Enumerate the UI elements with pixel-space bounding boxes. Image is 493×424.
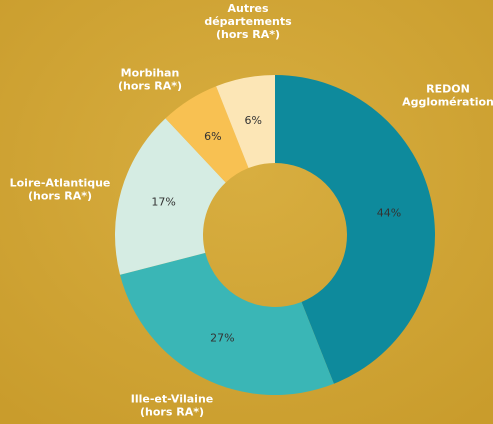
value-label: 6% — [204, 130, 221, 143]
category-line: (hors RA*) — [118, 80, 182, 93]
category-line: départements — [204, 15, 292, 28]
category-line: (hors RA*) — [28, 190, 92, 203]
value-label: 27% — [210, 331, 234, 344]
value-label: 6% — [245, 114, 262, 127]
category-line: Autres — [227, 2, 268, 15]
category-line: Morbihan — [121, 67, 180, 80]
category-line: (hors RA*) — [140, 406, 204, 419]
category-line: Ille-et-Vilaine — [131, 393, 214, 406]
category-line: Loire-Atlantique — [10, 177, 111, 190]
slice — [165, 86, 249, 183]
value-label: 44% — [377, 206, 401, 219]
category-label: Autres départements (hors RA*) — [204, 2, 292, 41]
slice — [275, 75, 436, 384]
category-label: Loire-Atlantique (hors RA*) — [10, 177, 111, 203]
category-label: Ille-et-Vilaine (hors RA*) — [131, 393, 214, 419]
category-label: Morbihan (hors RA*) — [118, 67, 182, 93]
slice — [216, 75, 275, 169]
slice — [115, 118, 226, 275]
category-line: REDON — [426, 83, 470, 96]
value-label: 17% — [151, 196, 175, 209]
category-label: REDON Agglomération — [402, 83, 493, 109]
category-line: (hors RA*) — [216, 28, 280, 41]
slice — [120, 252, 334, 396]
category-line: Agglomération — [402, 96, 493, 109]
